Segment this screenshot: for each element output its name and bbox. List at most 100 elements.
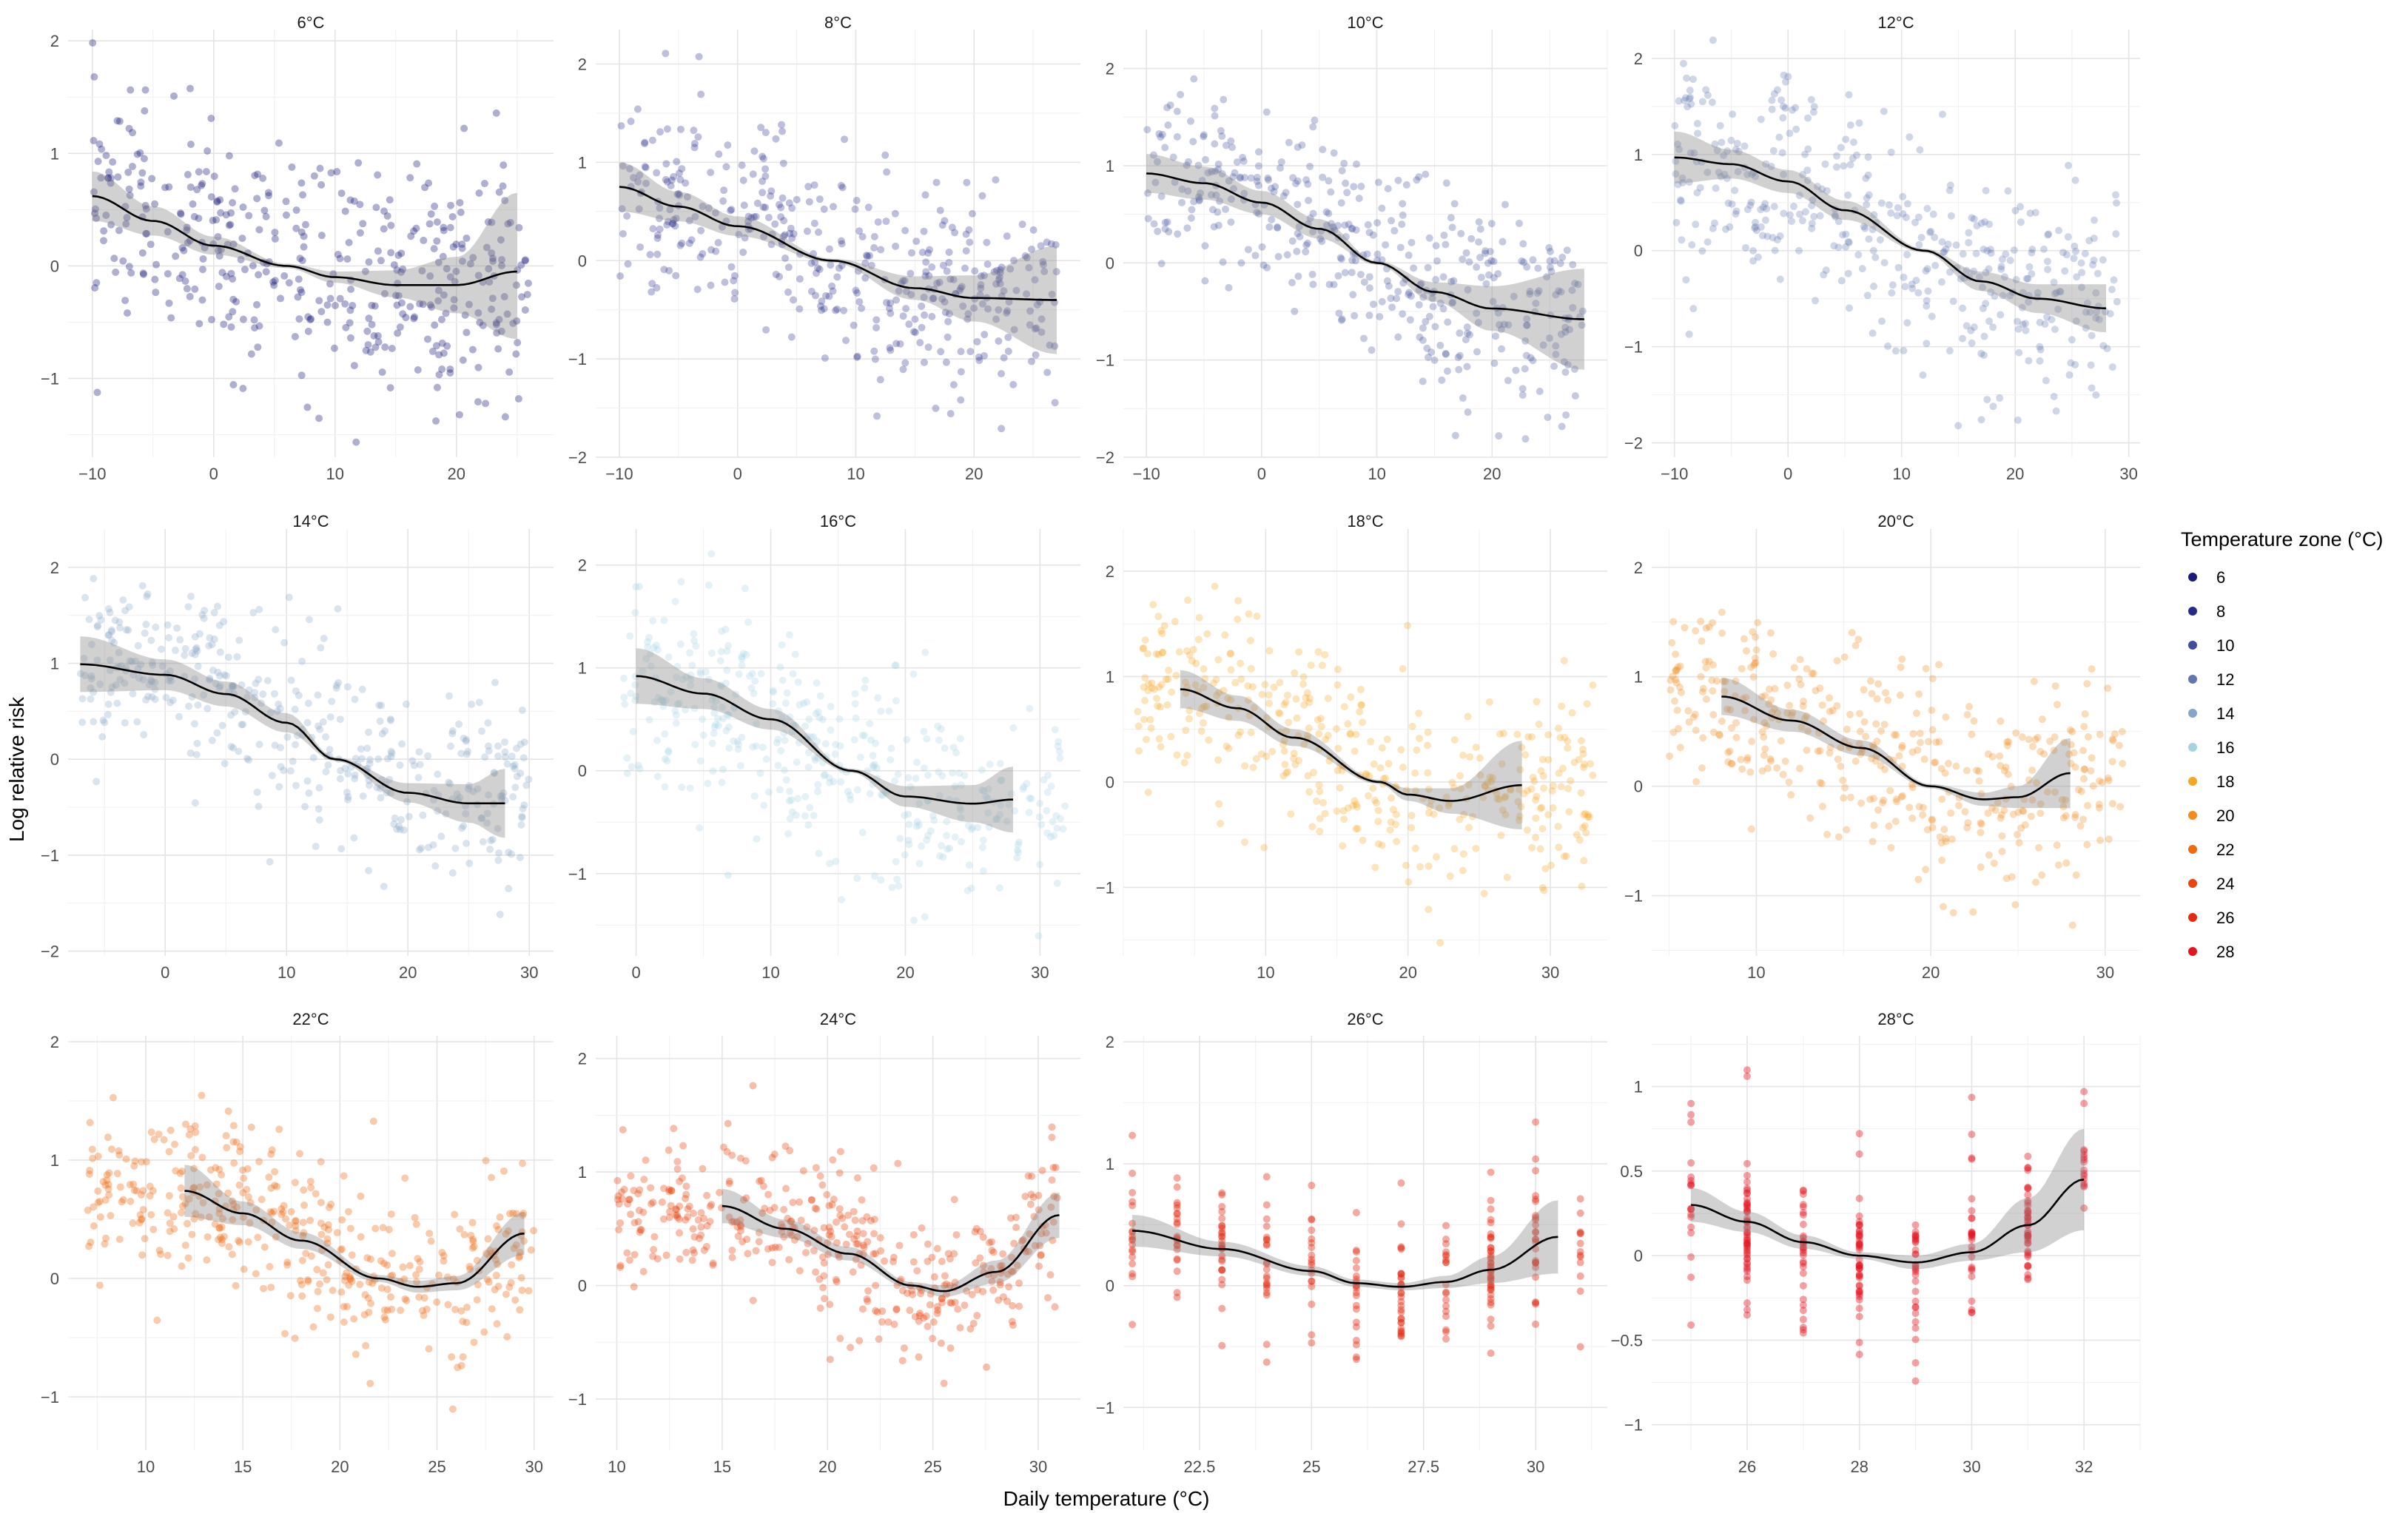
scatter-point [457,1307,465,1315]
scatter-point [1752,633,1760,641]
scatter-point [796,1198,804,1206]
scatter-point [1880,259,1889,267]
scatter-point [1254,181,1262,189]
scatter-point [647,662,655,670]
scatter-point [1915,240,1923,249]
y-tick-label: 1 [1106,157,1114,175]
scatter-point [984,785,992,793]
scatter-point [1173,1293,1181,1301]
scatter-point [867,736,875,744]
scatter-point [2108,758,2116,766]
y-tick-label: −2 [41,943,59,961]
scatter-point [978,300,986,308]
scatter-point [1519,391,1527,399]
scatter-point [665,266,673,274]
scatter-point [1891,818,1900,826]
scatter-point [115,649,123,657]
scatter-point [280,766,288,775]
scatter-point [1408,722,1416,730]
scatter-point [791,721,799,729]
scatter-point [1945,347,1954,355]
scatter-point [930,1273,938,1281]
scatter-point [1304,239,1312,247]
scatter-point [337,1288,346,1296]
scatter-point [770,1204,778,1212]
scatter-point [675,189,683,198]
scatter-point [1175,648,1183,656]
scatter-point [2116,803,2125,811]
scatter-point [673,1158,682,1166]
scatter-point [229,684,237,692]
scatter-point [285,593,293,602]
scatter-point [761,1204,769,1213]
scatter-point [1134,707,1142,715]
scatter-point [723,647,731,656]
scatter-point [1185,651,1194,659]
scatter-point [1757,115,1765,124]
scatter-point [147,676,155,684]
scatter-point [1669,673,1677,681]
scatter-point [847,795,855,803]
scatter-point [1980,332,1988,340]
scatter-point [1675,683,1684,691]
scatter-point [1798,217,1806,225]
scatter-point [125,263,133,271]
scatter-point [733,738,741,746]
scatter-point [2000,766,2008,775]
scatter-point [267,1184,275,1192]
scatter-point [171,1140,179,1148]
scatter-point [775,1244,783,1252]
scatter-point [144,590,152,598]
scatter-point [489,257,497,266]
scatter-point [769,700,777,708]
scatter-point [1308,1215,1316,1223]
scatter-point [1369,784,1377,792]
scatter-point [963,886,972,894]
scatter-point [1442,1250,1450,1258]
scatter-point [1787,712,1795,720]
scatter-point [1928,675,1937,683]
scatter-point [480,1328,488,1336]
scatter-point [1854,251,1863,259]
scatter-point [1672,170,1680,178]
scatter-point [996,1262,1004,1270]
scatter-point [304,313,312,321]
scatter-point [508,850,516,858]
scatter-point [1532,1221,1540,1229]
scatter-point [413,160,421,168]
scatter-point [1026,794,1034,802]
scatter-point [2080,1156,2088,1164]
scatter-point [106,667,114,675]
scatter-point [1945,186,1954,195]
scatter-point [1698,98,1706,106]
scatter-point [1569,260,1577,269]
scatter-point [1832,212,1840,220]
scatter-points [613,1082,1061,1387]
scatter-point [1678,236,1686,244]
scatter-point [967,826,975,834]
scatter-point [653,772,662,781]
scatter-point [414,774,423,782]
scatter-point [872,323,881,331]
scatter-point [2056,287,2064,295]
scatter-point [1043,368,1052,377]
scatter-point [356,201,364,209]
scatter-point [1567,777,1575,785]
scatter-point [1218,1230,1226,1238]
scatter-point [1173,1204,1181,1212]
scatter-point [1728,760,1736,768]
scatter-point [671,597,679,605]
scatter-point [2079,747,2087,755]
scatter-point [1713,146,1721,155]
scatter-point [500,1167,508,1175]
scatter-point [346,319,354,327]
scatter-point [221,759,229,767]
scatter-point [119,596,127,604]
scatter-point [649,616,657,624]
scatter-point [1784,73,1792,81]
scatter-point [513,317,521,325]
scatter-point [724,711,733,719]
scatter-point [667,1187,676,1195]
scatter-point [1365,229,1373,237]
